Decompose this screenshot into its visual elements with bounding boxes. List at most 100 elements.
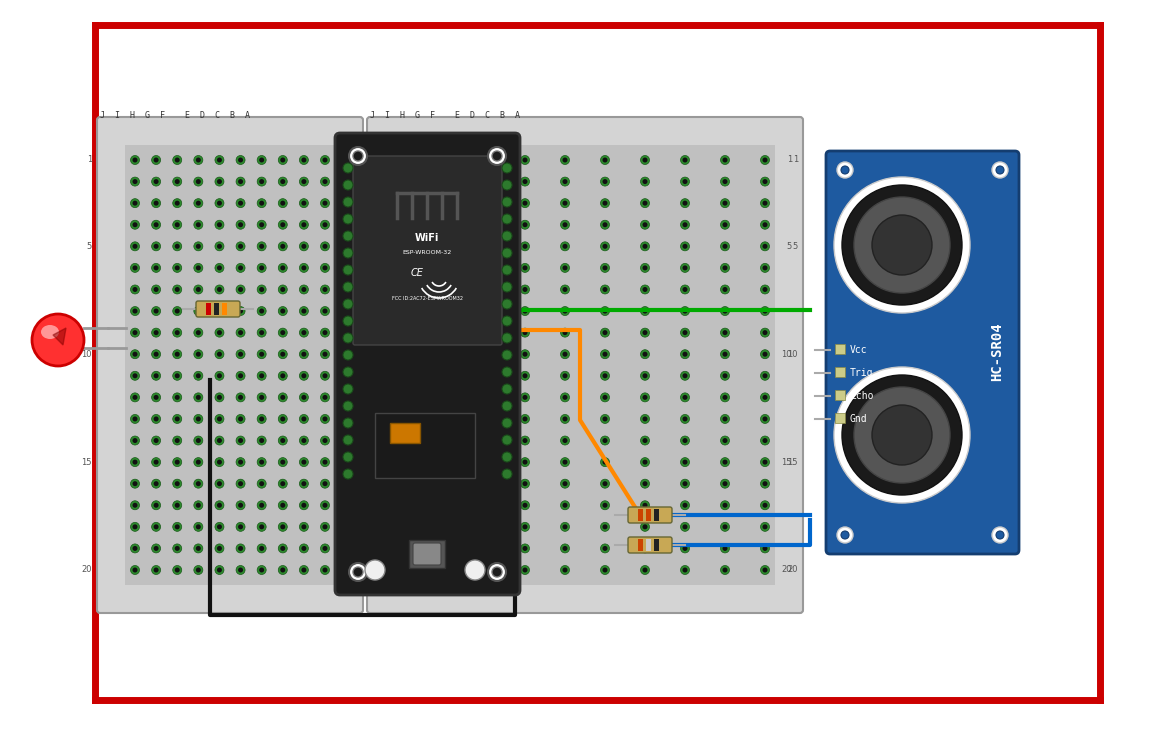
Circle shape [641,198,649,208]
Circle shape [481,501,490,509]
Circle shape [194,328,203,337]
Circle shape [238,330,243,335]
Circle shape [502,418,512,428]
Circle shape [236,458,245,466]
Circle shape [173,198,182,208]
Circle shape [342,248,353,258]
Circle shape [130,544,139,553]
Circle shape [258,458,266,466]
Circle shape [279,350,287,359]
Circle shape [153,417,159,422]
Circle shape [196,330,201,335]
Circle shape [196,373,201,378]
Circle shape [259,201,265,206]
Circle shape [342,180,353,190]
Circle shape [520,264,529,272]
Circle shape [641,220,649,229]
Circle shape [483,438,488,443]
Circle shape [872,215,932,275]
Circle shape [603,244,607,249]
Circle shape [763,287,767,292]
Circle shape [481,307,490,315]
Circle shape [721,328,729,337]
Circle shape [440,436,449,445]
Circle shape [215,307,224,315]
Circle shape [641,177,649,186]
Circle shape [502,299,512,309]
Circle shape [722,201,728,206]
Circle shape [641,264,649,272]
Circle shape [238,481,243,486]
Circle shape [442,546,447,551]
Text: 20: 20 [787,566,798,575]
Circle shape [215,285,224,294]
Circle shape [520,479,529,488]
Circle shape [403,201,408,206]
Circle shape [440,220,449,229]
Circle shape [153,330,159,335]
Circle shape [763,567,767,572]
Circle shape [152,414,160,423]
Circle shape [483,330,488,335]
Circle shape [760,479,770,488]
Bar [654,509,659,521]
Circle shape [562,417,568,422]
Circle shape [522,503,527,508]
Circle shape [258,436,266,445]
Circle shape [481,264,490,272]
Bar [835,413,845,423]
Circle shape [481,544,490,553]
Circle shape [258,177,266,186]
Circle shape [320,566,330,575]
Circle shape [403,460,408,465]
Circle shape [721,501,729,509]
Circle shape [215,177,224,186]
Circle shape [600,371,610,381]
Circle shape [174,309,180,313]
Circle shape [763,438,767,443]
Circle shape [603,330,607,335]
Circle shape [238,266,243,270]
Circle shape [760,436,770,445]
Circle shape [194,393,203,402]
Circle shape [440,414,449,423]
Circle shape [603,179,607,184]
Circle shape [642,179,648,184]
Circle shape [153,395,159,400]
Circle shape [153,567,159,572]
Circle shape [130,523,139,531]
Circle shape [323,546,327,551]
Circle shape [483,244,488,249]
Circle shape [238,460,243,465]
Circle shape [522,567,527,572]
Circle shape [561,198,570,208]
FancyBboxPatch shape [98,117,363,613]
Circle shape [300,328,309,337]
Circle shape [194,307,203,315]
Circle shape [680,177,690,186]
Circle shape [520,198,529,208]
Circle shape [132,223,137,227]
Circle shape [196,481,201,486]
Circle shape [763,395,767,400]
Circle shape [173,479,182,488]
Polygon shape [53,328,66,345]
Circle shape [442,373,447,378]
Circle shape [483,567,488,572]
Circle shape [173,436,182,445]
Circle shape [174,438,180,443]
Circle shape [153,351,159,356]
Circle shape [258,220,266,229]
Circle shape [401,479,410,488]
Circle shape [642,201,648,206]
Circle shape [522,417,527,422]
Circle shape [280,201,286,206]
Text: 20: 20 [781,566,792,575]
Circle shape [236,198,245,208]
Circle shape [302,330,307,335]
Circle shape [342,163,353,173]
Circle shape [279,198,287,208]
Circle shape [132,157,137,163]
Circle shape [173,328,182,337]
Text: J  I  H  G  F    E  D  C  B  A: J I H G F E D C B A [100,111,250,119]
